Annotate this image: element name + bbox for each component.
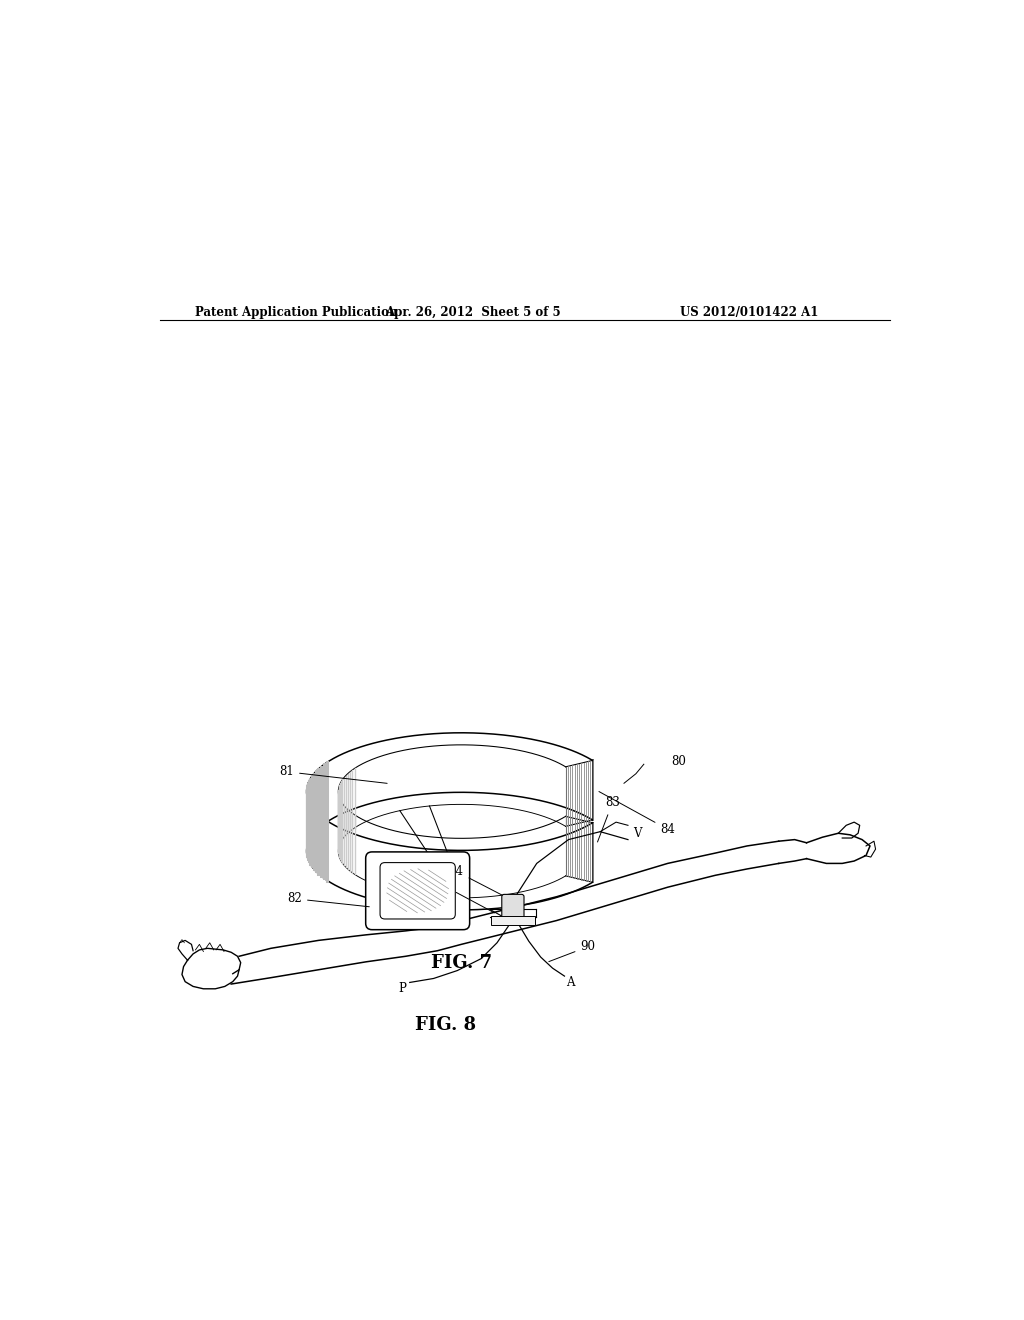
FancyBboxPatch shape [380,862,456,919]
Text: 81: 81 [280,766,387,783]
Text: 84: 84 [599,792,675,836]
Text: 83: 83 [598,796,620,842]
Text: US 2012/0101422 A1: US 2012/0101422 A1 [680,306,818,319]
Text: Apr. 26, 2012  Sheet 5 of 5: Apr. 26, 2012 Sheet 5 of 5 [385,306,561,319]
FancyBboxPatch shape [492,916,535,925]
Text: 80: 80 [672,755,686,768]
Text: FIG. 8: FIG. 8 [415,1016,476,1034]
Text: 96: 96 [436,879,495,913]
Text: FIG. 7: FIG. 7 [431,954,492,973]
Text: A: A [566,975,574,989]
Text: Patent Application Publication: Patent Application Publication [196,306,398,319]
FancyBboxPatch shape [366,851,470,929]
FancyBboxPatch shape [502,895,524,923]
Text: 90: 90 [549,940,595,962]
Text: 94: 94 [449,865,512,900]
Text: V: V [634,826,642,840]
Text: 82: 82 [288,892,370,907]
Text: P: P [398,982,406,995]
